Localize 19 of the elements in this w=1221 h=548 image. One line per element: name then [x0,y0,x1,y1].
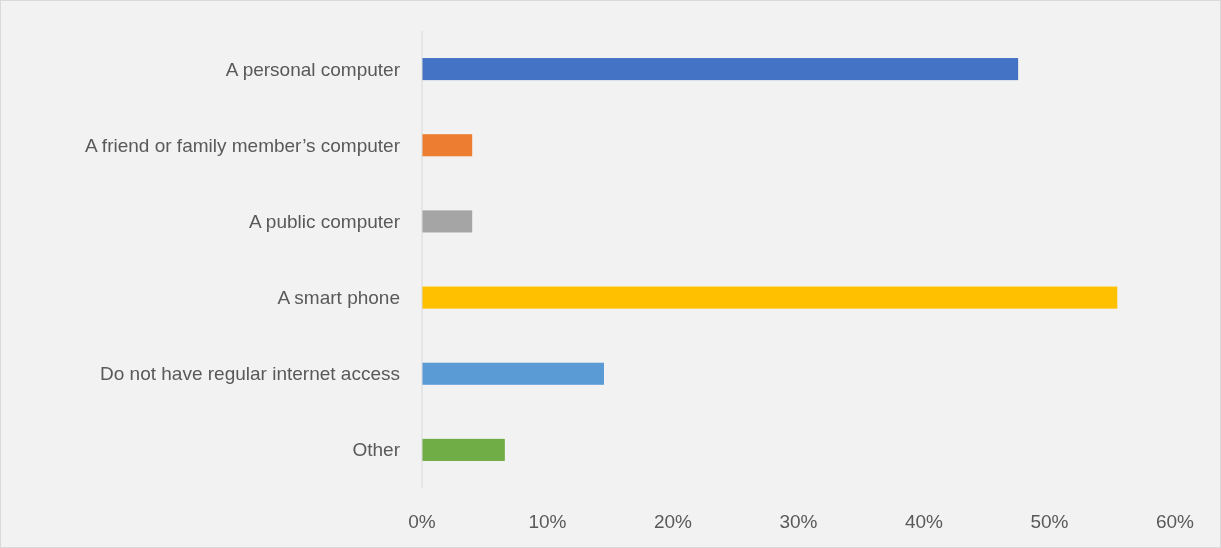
bar [422,210,473,233]
bar [422,362,604,385]
bar [422,134,473,157]
bar [422,58,1019,81]
y-tick-label: Other [352,439,401,461]
x-tick-label: 10% [528,511,567,532]
bar [422,286,1118,309]
bar [422,438,505,461]
x-tick-label: 60% [1155,511,1195,532]
y-tick-label: A personal computer [225,58,401,80]
y-tick-label: A public computer [248,210,401,232]
x-tick-label: 0% [408,511,436,532]
x-tick-label: 20% [653,511,693,532]
x-tick-label: 50% [1030,511,1069,532]
y-tick-label: A friend or family member’s computer [84,134,401,156]
x-tick-label: 40% [904,511,944,532]
y-tick-label: A smart phone [277,287,400,309]
y-tick-label: Do not have regular internet access [100,363,400,385]
x-tick-label: 30% [779,511,818,532]
